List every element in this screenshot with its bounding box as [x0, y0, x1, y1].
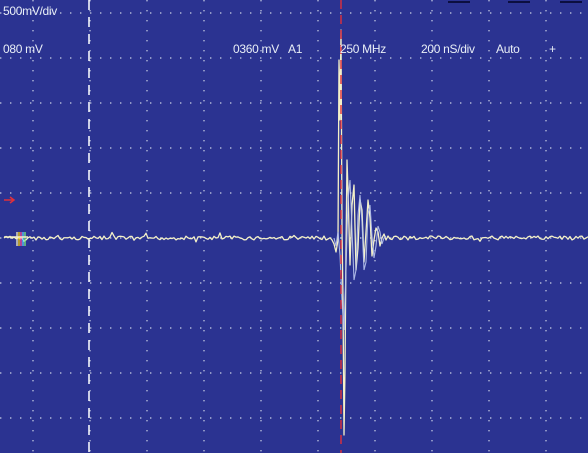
volts-per-div-readout: 500mV/div [3, 4, 57, 18]
trigger-channel-readout: A1 [288, 42, 303, 56]
markers [4, 0, 582, 453]
channel-1-trace [3, 29, 588, 436]
trigger-level-readout: 0360 mV [233, 42, 279, 56]
offset-readout: 080 mV [3, 42, 43, 56]
trigger-mode-readout: Auto [496, 42, 520, 56]
bandwidth-readout: 250 MHz [340, 42, 386, 56]
trigger-slope-readout: + [549, 42, 556, 56]
time-per-div-readout: 200 nS/div [421, 42, 475, 56]
trigger-level-arrow-icon [4, 196, 16, 204]
waveform-traces [3, 29, 588, 436]
channel-2-trace [333, 179, 387, 331]
